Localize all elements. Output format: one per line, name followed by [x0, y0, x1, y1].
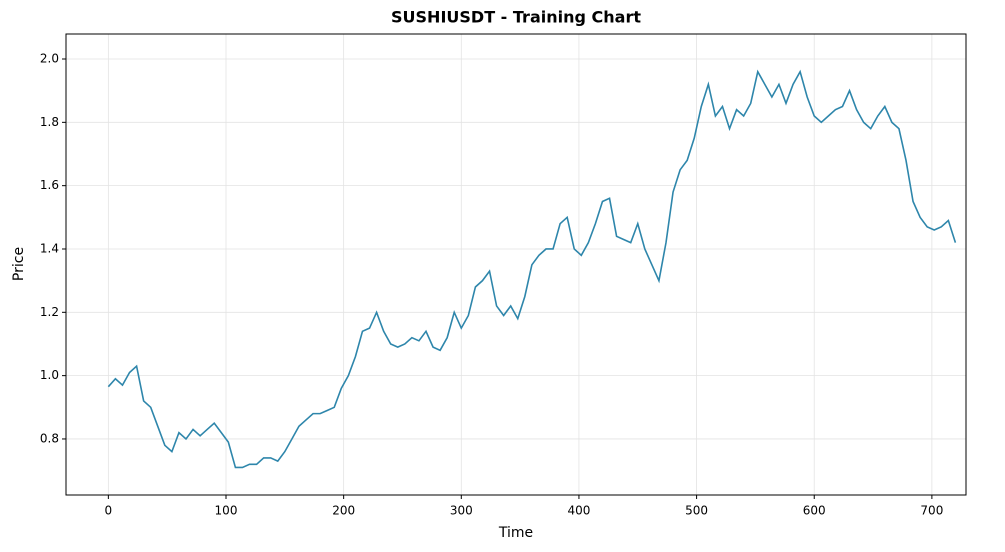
y-tick-label: 1.4: [40, 241, 59, 255]
x-tick-label: 0: [105, 504, 113, 518]
y-tick-label: 0.8: [40, 431, 59, 445]
y-tick-label: 2.0: [40, 52, 59, 66]
x-tick-label: 400: [567, 504, 590, 518]
y-tick-label: 1.6: [40, 178, 59, 192]
x-tick-label: 600: [803, 504, 826, 518]
x-tick-label: 700: [920, 504, 943, 518]
y-axis-label: Price: [11, 247, 27, 281]
price-line: [107, 69, 957, 469]
y-tick-label: 1.0: [40, 368, 59, 382]
x-tick-label: 100: [215, 504, 238, 518]
x-axis-label: Time: [498, 525, 533, 541]
plot-frame: [65, 33, 967, 496]
y-tick-label: 1.2: [40, 305, 59, 319]
x-tick-label: 200: [332, 504, 355, 518]
x-tick-label: 500: [685, 504, 708, 518]
y-tick-label: 1.8: [40, 115, 59, 129]
chart-title: SUSHIUSDT - Training Chart: [391, 8, 641, 27]
x-tick-label: 300: [450, 504, 473, 518]
